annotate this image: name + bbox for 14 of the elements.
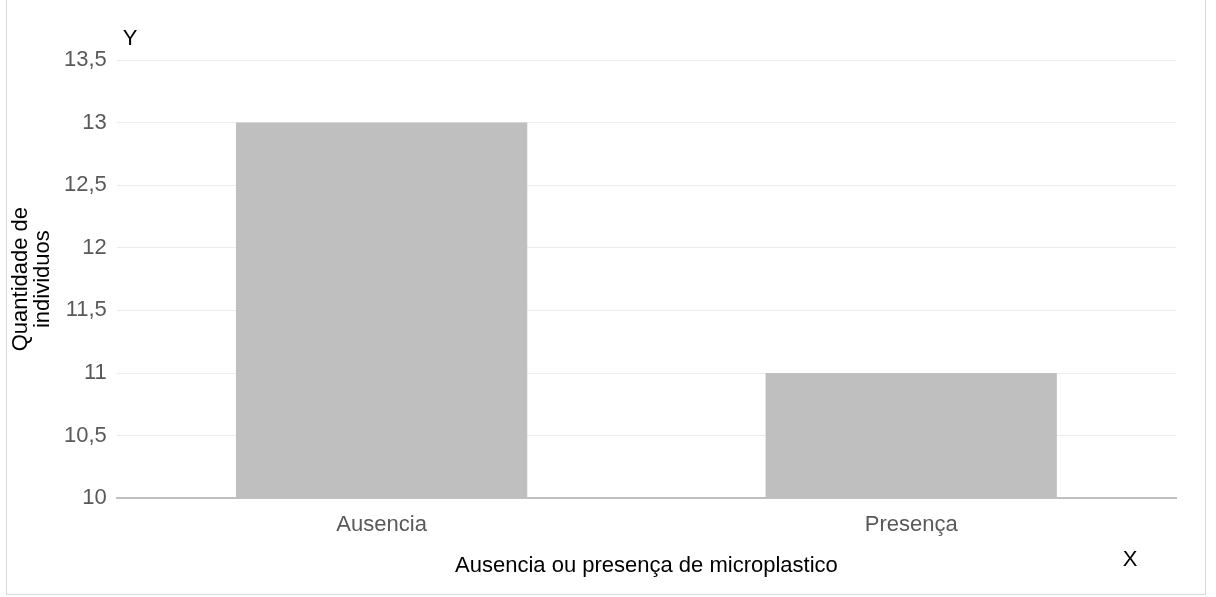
x-tick-label: Presença — [864, 511, 959, 537]
text: X — [1122, 546, 1138, 571]
y-tick-label: 10,5 — [63, 421, 107, 447]
y-tick-label: 10 — [82, 484, 107, 510]
y-tick-label: 11 — [83, 359, 107, 385]
y-tick-label: 13 — [82, 108, 107, 134]
y-axis-title: Quantidade de individuos — [7, 206, 55, 352]
y-tick-label: 12,5 — [63, 171, 107, 197]
y-tick-label: 12 — [82, 233, 107, 259]
text: Y — [122, 25, 138, 50]
y-tick-label: 13,5 — [63, 46, 107, 72]
x-axis-title: Ausencia ou presença de microplastico — [455, 551, 838, 577]
x-tick-label: Ausencia — [336, 511, 428, 537]
y-tick-label: 11,5 — [65, 296, 107, 322]
